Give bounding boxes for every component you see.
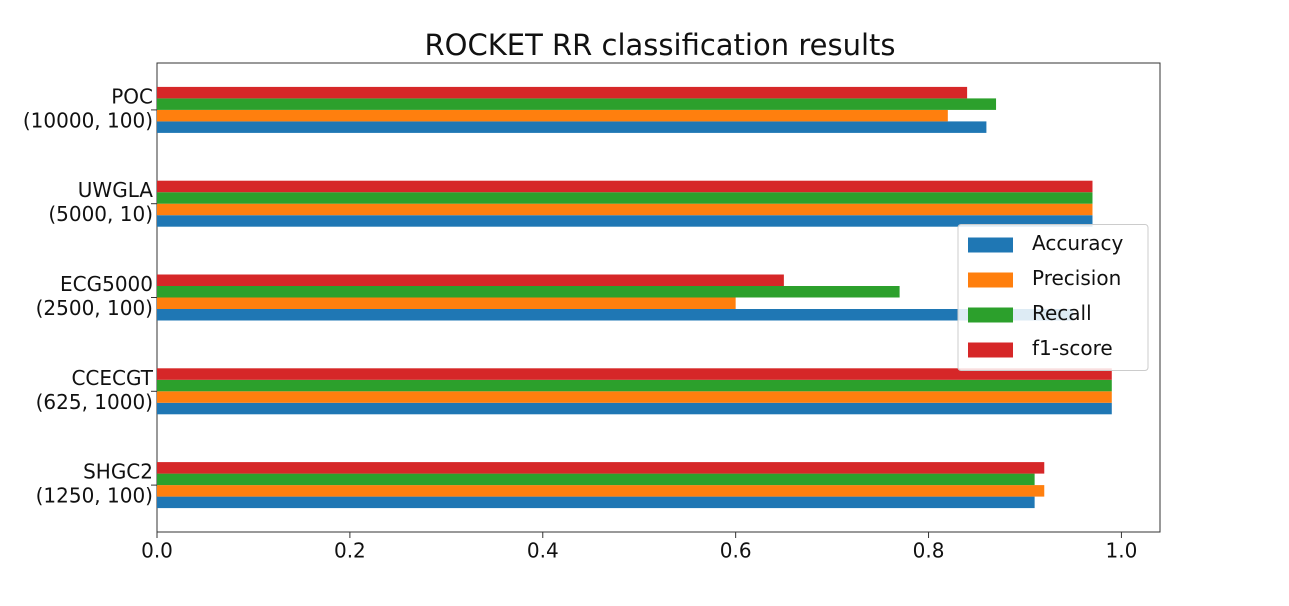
bar: [157, 368, 1112, 380]
y-tick-label: SHGC2: [83, 460, 153, 484]
x-tick-label: 0.8: [913, 539, 945, 563]
bar: [157, 86, 968, 99]
legend-label: Precision: [1032, 266, 1121, 290]
legend-swatch: [968, 272, 1013, 288]
bar: [157, 462, 1045, 474]
legend-swatch: [968, 342, 1013, 358]
y-tick-label: ECG5000: [60, 272, 153, 296]
y-tick-label: (2500, 100): [36, 296, 153, 320]
x-tick-label: 1.0: [1106, 539, 1138, 563]
bar: [157, 192, 1093, 204]
x-tick-label: 0.4: [527, 539, 559, 563]
x-tick-label: 0.6: [720, 539, 752, 563]
bar: [157, 121, 987, 133]
legend-swatch: [968, 307, 1013, 323]
legend-box: [957, 224, 1149, 371]
legend-label: Accuracy: [1032, 231, 1123, 255]
bar: [157, 215, 1093, 227]
legend-label: Recall: [1032, 301, 1092, 325]
bar: [157, 309, 1074, 321]
bar: [157, 391, 1112, 403]
legend-label: f1-score: [1032, 336, 1113, 360]
bar: [157, 98, 997, 110]
y-tick-label: (10000, 100): [23, 108, 153, 132]
x-tick-label: 0.2: [334, 539, 366, 563]
y-tick-label: (5000, 10): [48, 202, 153, 226]
bar: [157, 180, 1093, 193]
y-tick-label: (1250, 100): [36, 484, 153, 508]
bar: [157, 297, 736, 309]
y-tick-label: UWGLA: [78, 178, 154, 202]
chart-title: ROCKET RR classification results: [425, 28, 896, 62]
bar: [157, 485, 1045, 497]
bar: [157, 286, 900, 298]
bar: [157, 496, 1035, 509]
y-tick-label: CCECGT: [71, 366, 153, 390]
bar: [157, 274, 784, 286]
legend: Accuracy Precision Recall f1-score: [957, 224, 1149, 371]
legend-swatch: [968, 237, 1013, 253]
bar: [157, 109, 948, 122]
y-tick-label: POC: [111, 84, 153, 108]
x-tick-label: 0.0: [141, 539, 173, 563]
bar: [157, 473, 1035, 486]
bar: [157, 203, 1093, 216]
y-tick-label: (625, 1000): [36, 390, 153, 414]
bar: [157, 379, 1112, 392]
bar: [157, 402, 1112, 415]
